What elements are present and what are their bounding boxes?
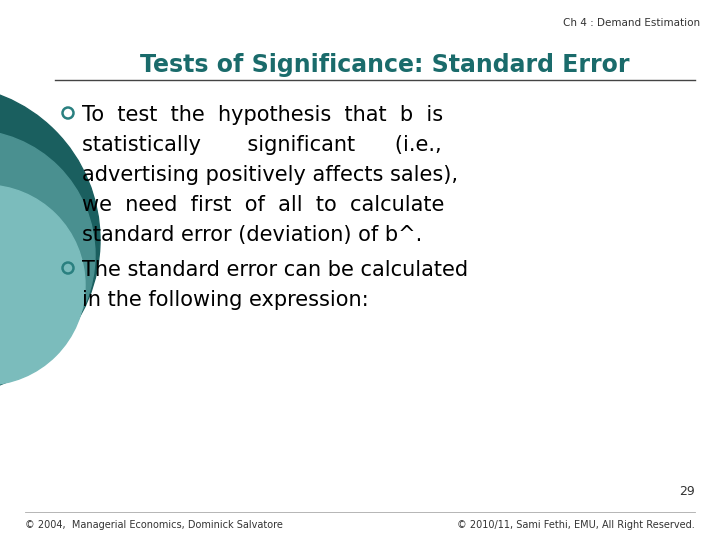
Circle shape	[0, 85, 100, 395]
Text: standard error (deviation) of b^.: standard error (deviation) of b^.	[82, 225, 422, 245]
Text: in the following expression:: in the following expression:	[82, 290, 369, 310]
Text: we  need  first  of  all  to  calculate: we need first of all to calculate	[82, 195, 444, 215]
Circle shape	[0, 185, 85, 385]
Text: advertising positively affects sales),: advertising positively affects sales),	[82, 165, 458, 185]
Text: Ch 4 : Demand Estimation: Ch 4 : Demand Estimation	[563, 18, 700, 28]
Text: © 2010/11, Sami Fethi, EMU, All Right Reserved.: © 2010/11, Sami Fethi, EMU, All Right Re…	[457, 520, 695, 530]
Circle shape	[0, 130, 95, 380]
Text: © 2004,  Managerial Economics, Dominick Salvatore: © 2004, Managerial Economics, Dominick S…	[25, 520, 283, 530]
Text: The standard error can be calculated: The standard error can be calculated	[82, 260, 468, 280]
Text: 29: 29	[679, 485, 695, 498]
Text: Tests of Significance: Standard Error: Tests of Significance: Standard Error	[140, 53, 630, 77]
Text: To  test  the  hypothesis  that  b  is: To test the hypothesis that b is	[82, 105, 443, 125]
Text: statistically       significant      (i.e.,: statistically significant (i.e.,	[82, 135, 441, 155]
